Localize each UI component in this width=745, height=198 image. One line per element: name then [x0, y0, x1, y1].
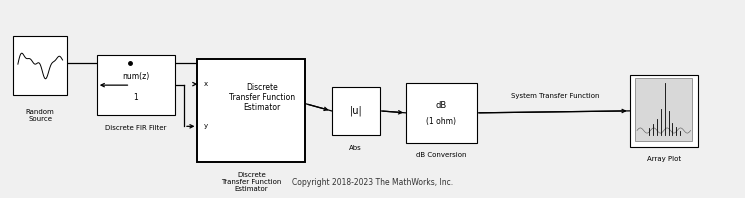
Text: Array Plot: Array Plot — [647, 156, 681, 162]
Text: Copyright 2018-2023 The MathWorks, Inc.: Copyright 2018-2023 The MathWorks, Inc. — [292, 178, 453, 187]
Bar — [630, 75, 698, 147]
Text: |u|: |u| — [349, 106, 362, 116]
Text: Estimator: Estimator — [244, 103, 281, 112]
Text: Discrete
Transfer Function
Estimator: Discrete Transfer Function Estimator — [221, 172, 282, 192]
Text: Discrete FIR Filter: Discrete FIR Filter — [105, 125, 167, 131]
Text: Random
Source: Random Source — [26, 109, 54, 122]
Bar — [406, 83, 477, 143]
Text: dB: dB — [436, 101, 447, 110]
Text: Abs: Abs — [349, 145, 362, 150]
Text: Discrete: Discrete — [247, 83, 278, 92]
Text: 1: 1 — [133, 92, 139, 102]
Text: Transfer Function: Transfer Function — [229, 93, 295, 102]
Bar — [97, 55, 175, 115]
Text: y: y — [203, 123, 208, 129]
Bar — [197, 59, 305, 162]
Bar — [635, 78, 692, 141]
Text: num(z): num(z) — [122, 72, 150, 81]
Bar — [332, 87, 380, 135]
Text: (1 ohm): (1 ohm) — [426, 117, 457, 126]
Text: System Transfer Function: System Transfer Function — [511, 93, 599, 99]
Bar — [13, 36, 67, 95]
Text: x: x — [203, 81, 208, 87]
Text: dB Conversion: dB Conversion — [416, 152, 466, 158]
